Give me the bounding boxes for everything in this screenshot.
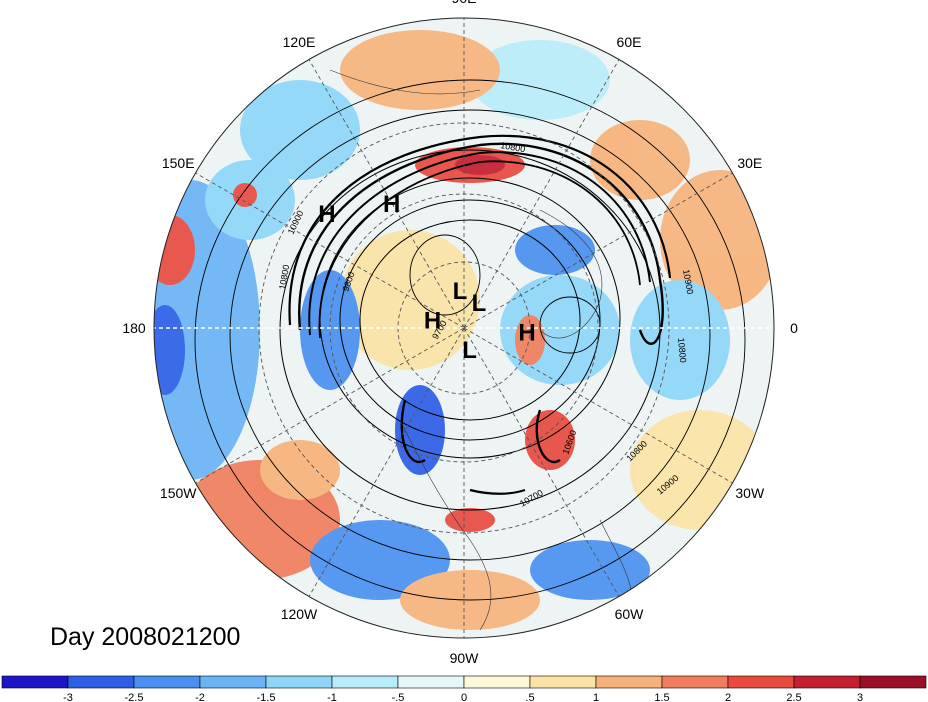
colorbar-swatch: [397, 675, 465, 689]
colorbar-swatch: [859, 675, 927, 689]
low-pressure-marker: L: [462, 337, 477, 364]
meridian-lines: [154, 18, 774, 638]
date-label: Day 2008021200: [50, 623, 240, 651]
longitude-label: 30E: [737, 155, 762, 171]
longitude-labels: 90E 60E 30E 0 30W 60W 90W 120W 150W 180 150E 120E: [122, 0, 798, 666]
contour-label-10800-east: 10800: [676, 337, 688, 363]
meridian-line: [308, 327, 465, 597]
map-boundary-circle: [153, 17, 775, 639]
longitude-label: 60E: [617, 34, 642, 50]
contour-label-10800-west: 10800: [277, 264, 291, 290]
colorbar-swatch: [133, 675, 201, 689]
longitude-label: 30W: [735, 485, 765, 501]
coastlines: [329, 69, 633, 631]
high-pressure-marker: H: [383, 191, 400, 218]
colorbar-swatch: [331, 675, 399, 689]
colorbar-tick-label: 1.5: [654, 692, 669, 702]
longitude-label: 60W: [615, 606, 645, 622]
colorbar-swatch: [265, 675, 333, 689]
colorbar-tick-label: -1.5: [257, 692, 276, 702]
longitude-label: 120W: [281, 606, 318, 622]
colorbar-swatch: [595, 675, 663, 689]
map-disk: [154, 18, 774, 638]
longitude-label: 120E: [283, 34, 316, 50]
colorbar-tick-label: 1: [593, 692, 599, 702]
longitude-label: 150W: [160, 485, 197, 501]
colorbar-swatch: [199, 675, 267, 689]
meridian-line: [463, 327, 620, 597]
high-pressure-marker: H: [318, 201, 335, 228]
colorbar-tick-label: 2.5: [786, 692, 801, 702]
colorbar-swatch: [529, 675, 597, 689]
meridian-line: [463, 327, 733, 484]
meridian-line: [463, 59, 620, 329]
meridian-line: [463, 172, 733, 329]
colorbar-tick-label: .5: [525, 692, 534, 702]
longitude-label: 150E: [162, 155, 195, 171]
high-pressure-marker: H: [518, 319, 535, 346]
colorbar-swatch: [661, 675, 729, 689]
colorbar-tick-label: -1: [327, 692, 337, 702]
low-pressure-marker: L: [472, 290, 487, 317]
colorbar-swatch: [67, 675, 135, 689]
colorbar-tick-label: 0: [461, 692, 467, 702]
colorbar-tick-label: -.5: [392, 692, 405, 702]
longitude-label: 180: [122, 320, 146, 336]
meridian-line: [195, 172, 465, 329]
high-pressure-marker: H: [424, 308, 441, 335]
contour-label-10800-top: 10800: [500, 140, 526, 154]
meridian-line: [195, 327, 465, 484]
longitude-label: 0: [790, 320, 798, 336]
colorbar-tick-label: -3: [63, 692, 73, 702]
colorbar-swatch: [463, 675, 531, 689]
longitude-label: 90E: [452, 0, 477, 6]
colorbar-tick-label: -2: [195, 692, 205, 702]
colorbar-tick-label: -2.5: [125, 692, 144, 702]
colorbar-swatch: [727, 675, 795, 689]
colorbar-tick-label: 2: [725, 692, 731, 702]
colorbar-tick-label: 3: [857, 692, 863, 702]
low-pressure-marker: L: [453, 278, 468, 305]
colorbar: -3 -2.5 -2 -1.5 -1 -.5 0 .5 1 1.5 2 2.5 3: [1, 675, 927, 702]
colorbar-swatch: [1, 675, 69, 689]
contour-label-10900-east: 10900: [681, 269, 695, 295]
height-contours: [194, 79, 746, 601]
colorbar-swatch: [793, 675, 861, 689]
meridian-line: [308, 59, 465, 329]
longitude-label: 90W: [450, 650, 480, 666]
